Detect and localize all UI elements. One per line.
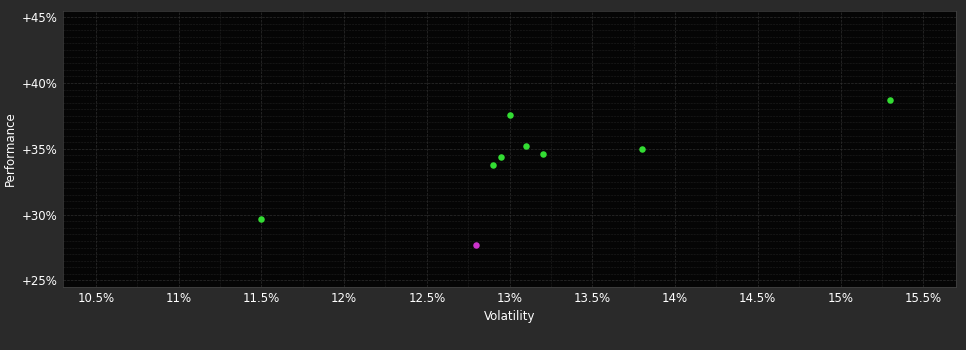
- Point: [635, 146, 650, 152]
- Point: [535, 151, 551, 157]
- X-axis label: Volatility: Volatility: [484, 310, 535, 323]
- Point: [254, 216, 270, 221]
- Point: [485, 162, 500, 167]
- Point: [519, 143, 534, 149]
- Y-axis label: Performance: Performance: [4, 111, 16, 186]
- Point: [502, 112, 518, 117]
- Point: [882, 97, 897, 103]
- Point: [494, 154, 509, 160]
- Point: [469, 242, 484, 248]
